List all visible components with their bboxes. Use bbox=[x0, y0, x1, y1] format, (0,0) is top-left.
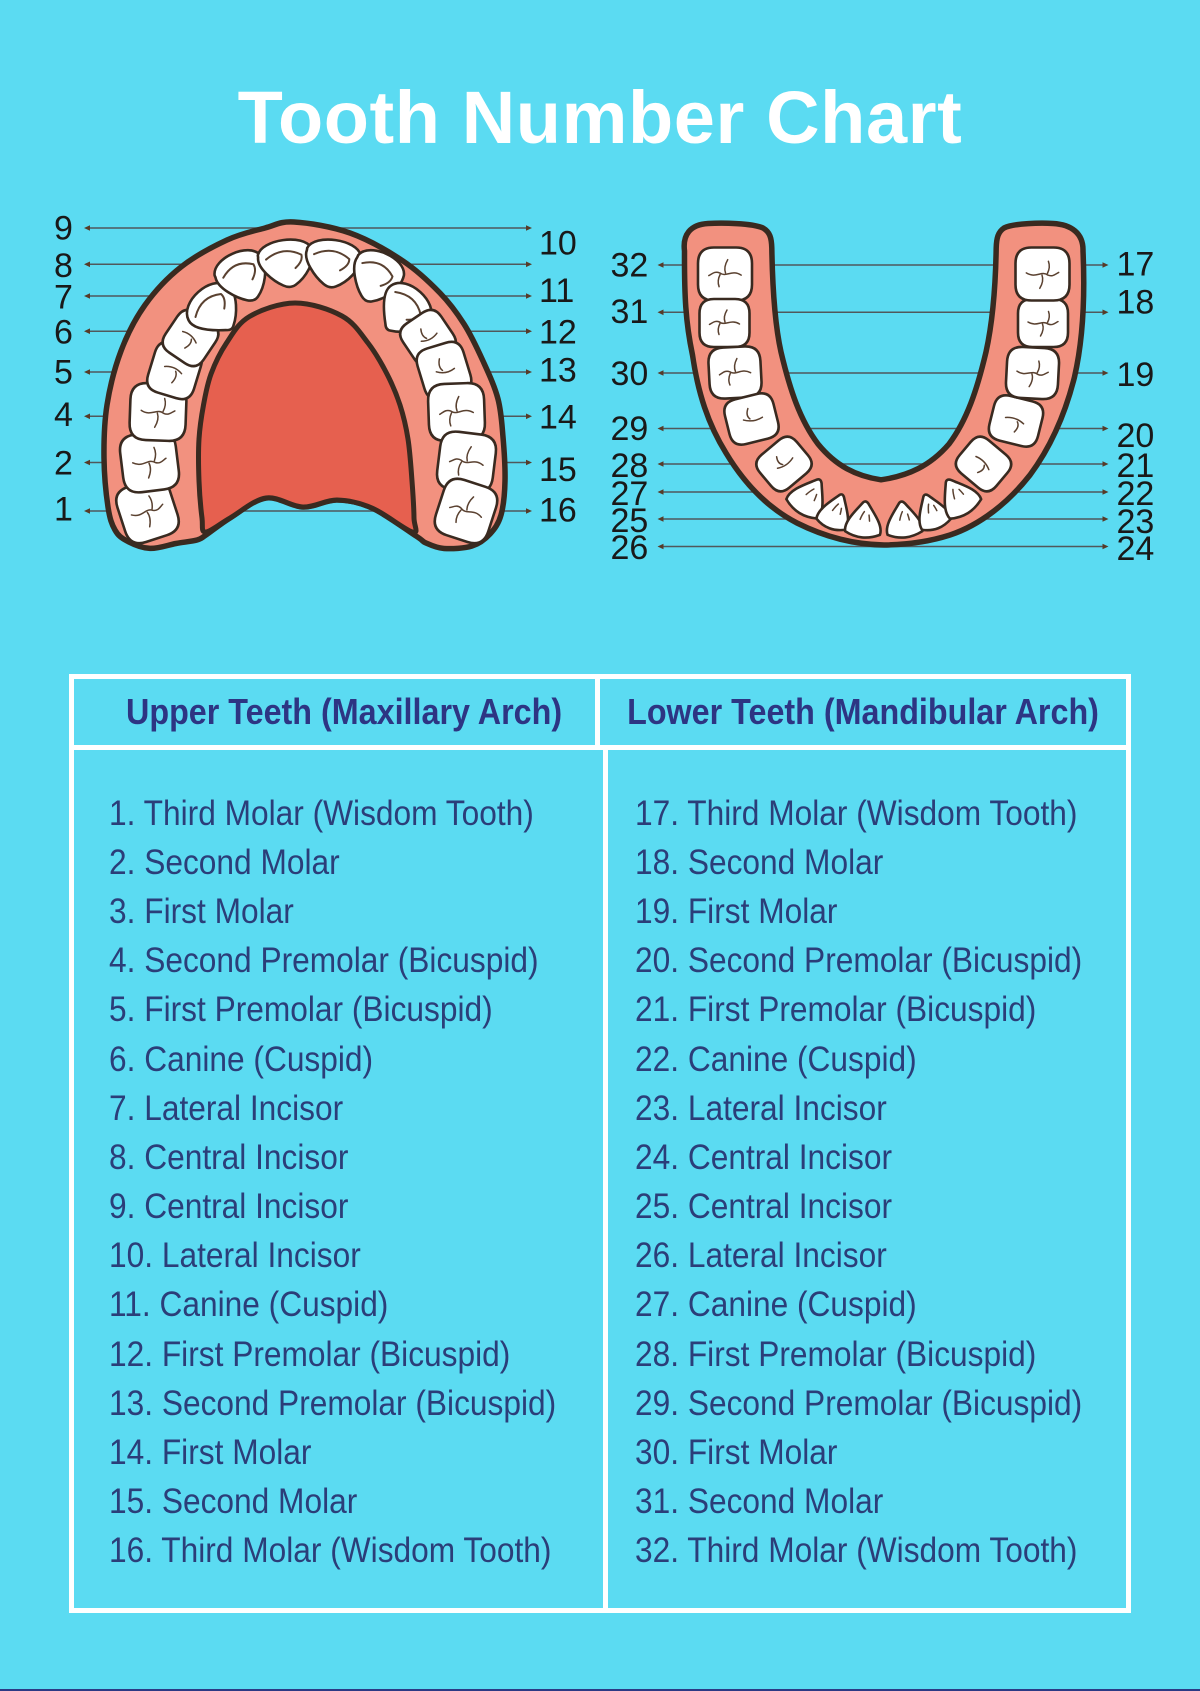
svg-text:27: 27 bbox=[611, 475, 649, 513]
svg-text:6: 6 bbox=[54, 313, 73, 351]
svg-text:28: 28 bbox=[611, 447, 649, 485]
svg-text:8: 8 bbox=[54, 247, 73, 285]
svg-text:14: 14 bbox=[539, 398, 577, 436]
svg-text:15: 15 bbox=[539, 451, 577, 489]
svg-text:18: 18 bbox=[1117, 284, 1155, 322]
svg-text:31: 31 bbox=[611, 293, 649, 331]
svg-text:25: 25 bbox=[611, 502, 649, 540]
svg-text:5: 5 bbox=[54, 353, 73, 391]
svg-text:17: 17 bbox=[1117, 245, 1155, 283]
svg-text:23: 23 bbox=[1117, 503, 1155, 541]
svg-text:11: 11 bbox=[539, 272, 574, 310]
svg-text:22: 22 bbox=[1117, 475, 1155, 513]
svg-text:10: 10 bbox=[539, 224, 577, 262]
svg-text:24: 24 bbox=[1117, 530, 1155, 568]
svg-text:1: 1 bbox=[54, 490, 73, 528]
svg-text:19: 19 bbox=[1117, 356, 1155, 394]
svg-text:16: 16 bbox=[539, 491, 577, 529]
svg-text:12: 12 bbox=[539, 313, 577, 351]
svg-text:32: 32 bbox=[611, 247, 649, 285]
svg-text:4: 4 bbox=[54, 396, 73, 434]
svg-text:26: 26 bbox=[611, 529, 649, 567]
svg-text:7: 7 bbox=[54, 279, 73, 317]
svg-text:2: 2 bbox=[54, 445, 73, 483]
svg-text:20: 20 bbox=[1117, 417, 1155, 455]
svg-text:13: 13 bbox=[539, 352, 577, 390]
svg-text:9: 9 bbox=[54, 210, 73, 248]
svg-text:21: 21 bbox=[1117, 447, 1155, 485]
svg-text:29: 29 bbox=[611, 410, 649, 448]
svg-text:30: 30 bbox=[611, 355, 649, 393]
